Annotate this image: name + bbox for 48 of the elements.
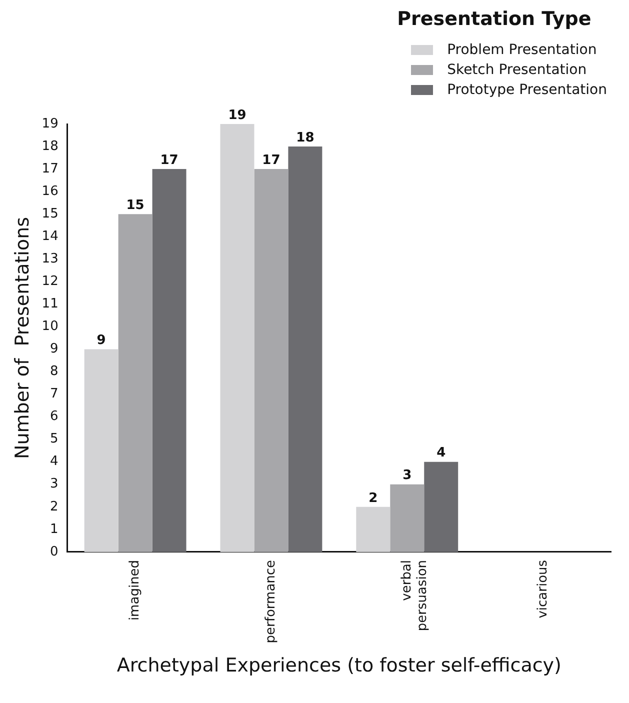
data-label: 18 — [296, 130, 314, 146]
legend-label: Sketch Presentation — [447, 62, 587, 78]
legend-label: Prototype Presentation — [447, 82, 607, 98]
y-tick-label: 6 — [50, 409, 58, 424]
y-tick-label: 0 — [50, 544, 58, 560]
bar — [152, 169, 186, 552]
y-tick-label: 5 — [50, 432, 58, 447]
data-label: 17 — [160, 152, 178, 168]
x-tick-label: imagined — [128, 560, 143, 621]
y-tick-label: 2 — [50, 499, 58, 514]
y-tick-label: 19 — [42, 116, 58, 132]
y-tick-label: 16 — [42, 184, 58, 199]
x-tick-label: verbal persuasion — [400, 560, 430, 632]
legend-title: Presentation Type — [397, 8, 592, 30]
bar — [424, 462, 458, 552]
legend-label: Problem Presentation — [447, 42, 597, 58]
y-axis-title: Number of Presentations — [11, 216, 34, 459]
y-tick-label: 9 — [50, 342, 58, 357]
bar — [356, 506, 390, 552]
y-tick-label: 3 — [50, 476, 58, 492]
data-label: 2 — [368, 490, 378, 506]
x-tick-label: performance — [264, 560, 279, 644]
data-label: 17 — [262, 152, 280, 168]
y-tick-label: 7 — [50, 386, 58, 402]
data-label: 9 — [96, 333, 106, 348]
y-tick-label: 4 — [50, 454, 58, 470]
bar — [118, 214, 152, 552]
bar — [84, 349, 118, 552]
data-label: 4 — [436, 446, 446, 461]
bar — [390, 484, 424, 552]
bar — [254, 169, 288, 552]
y-tick-label: 12 — [42, 274, 58, 290]
data-label: 3 — [402, 468, 412, 484]
y-tick-label: 13 — [42, 252, 58, 267]
y-tick-label: 10 — [42, 319, 58, 334]
y-tick-label: 1 — [50, 522, 58, 537]
y-tick-label: 18 — [42, 138, 58, 154]
data-label: 19 — [228, 108, 246, 123]
y-tick-label: 11 — [42, 296, 58, 312]
y-tick-label: 15 — [42, 206, 58, 222]
x-axis-title: Archetypal Experiences (to foster self-efficacy) — [116, 654, 562, 677]
y-tick-label: 8 — [50, 364, 58, 380]
data-label: 15 — [126, 198, 144, 213]
y-tick-label: 14 — [42, 228, 58, 244]
bar — [220, 124, 254, 552]
y-tick-label: 17 — [42, 161, 58, 176]
x-tick-label: vicarious — [535, 560, 550, 618]
bar — [288, 146, 322, 552]
